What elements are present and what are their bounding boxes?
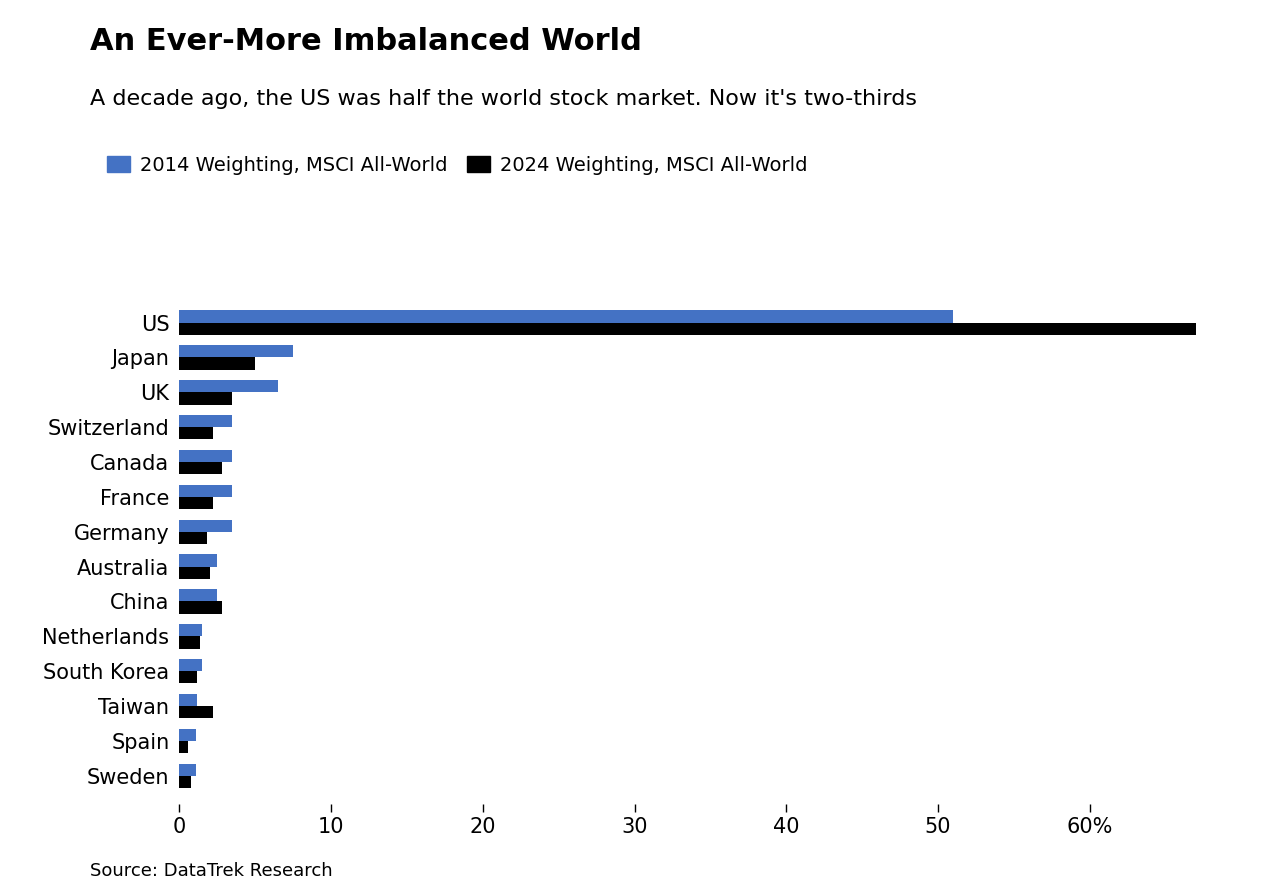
Bar [179, 497, 212, 509]
Bar [179, 624, 202, 637]
Bar [179, 729, 196, 741]
Bar [179, 485, 233, 497]
Bar [179, 672, 197, 683]
Bar [179, 415, 233, 427]
Bar [179, 357, 255, 370]
Bar [179, 427, 212, 439]
Bar [179, 694, 197, 706]
Text: Source: DataTrek Research: Source: DataTrek Research [90, 862, 333, 880]
Bar [179, 555, 218, 567]
Bar [179, 450, 233, 462]
Bar [179, 706, 212, 718]
Bar [179, 531, 206, 544]
Bar [179, 741, 188, 753]
Text: An Ever-More Imbalanced World: An Ever-More Imbalanced World [90, 27, 641, 55]
Bar [179, 392, 233, 405]
Bar [179, 462, 221, 474]
Bar [179, 637, 201, 648]
Legend: 2014 Weighting, MSCI All-World, 2024 Weighting, MSCI All-World: 2014 Weighting, MSCI All-World, 2024 Wei… [100, 148, 815, 183]
Text: A decade ago, the US was half the world stock market. Now it's two-thirds: A decade ago, the US was half the world … [90, 89, 916, 109]
Bar [179, 311, 954, 322]
Bar [179, 380, 278, 392]
Bar [179, 322, 1196, 335]
Bar [179, 602, 221, 613]
Bar [179, 567, 210, 579]
Bar [179, 659, 202, 672]
Bar [179, 346, 293, 357]
Bar [179, 589, 218, 602]
Bar [179, 764, 196, 776]
Bar [179, 520, 233, 531]
Bar [179, 776, 191, 788]
